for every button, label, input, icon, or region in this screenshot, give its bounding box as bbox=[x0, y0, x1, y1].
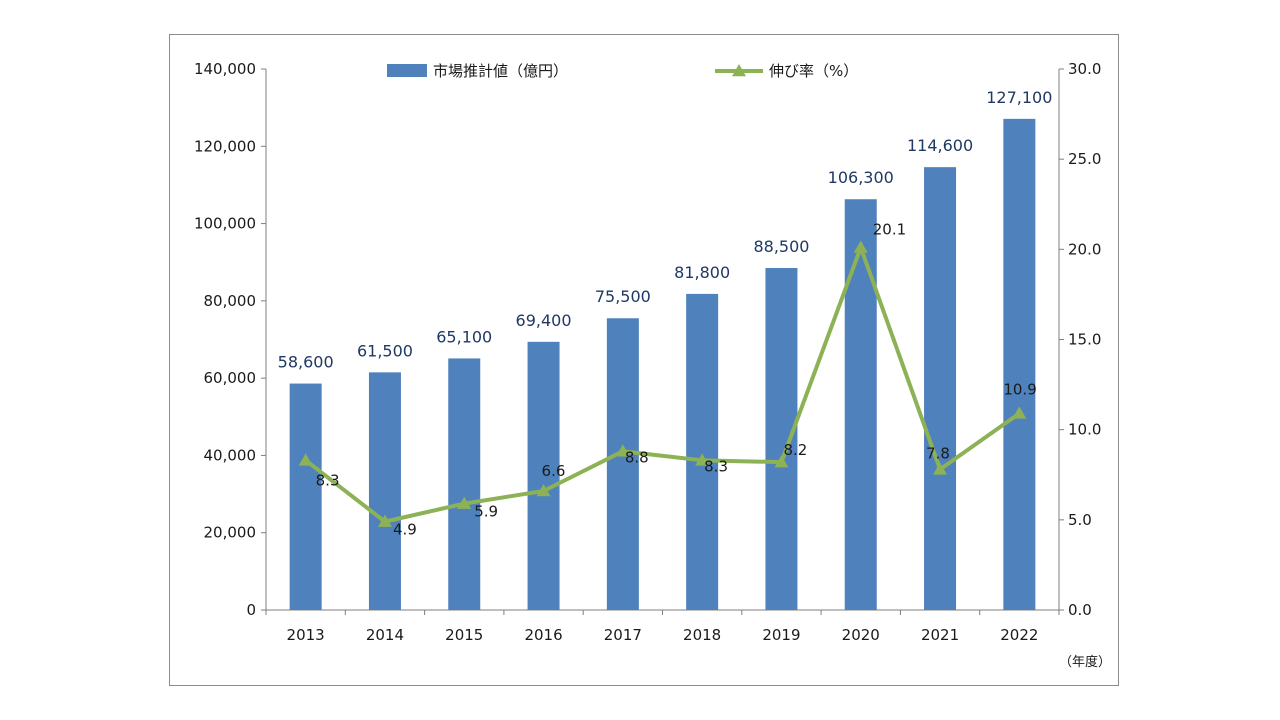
bar-2015 bbox=[448, 358, 481, 610]
y-left-tick-label: 140,000 bbox=[194, 60, 256, 78]
legend: 市場推計値（億円） 伸び率（%） bbox=[387, 62, 858, 80]
bar-value-label: 127,100 bbox=[986, 88, 1052, 107]
bar-value-label: 114,600 bbox=[907, 136, 973, 155]
growth-value-label: 8.3 bbox=[316, 471, 340, 489]
combo-chart: 0 20,000 40,000 60,000 80,000 100,000 120,000 1… bbox=[194, 60, 1111, 670]
growth-value-label: 4.9 bbox=[393, 521, 417, 539]
bars-layer bbox=[289, 118, 1036, 610]
bar-2017 bbox=[606, 318, 639, 610]
x-tick-label: 2022 bbox=[1000, 626, 1038, 644]
growth-rate-line bbox=[304, 245, 1021, 524]
growth-value-label: 7.8 bbox=[926, 444, 950, 462]
x-tick-label: 2017 bbox=[604, 626, 642, 644]
growth-point-2018 bbox=[695, 453, 710, 466]
y-right-tick-label: 25.0 bbox=[1068, 150, 1101, 168]
x-unit-label: （年度） bbox=[1059, 654, 1111, 670]
growth-value-label: 8.2 bbox=[783, 441, 807, 459]
legend-triangle-icon bbox=[732, 64, 746, 77]
legend-line-label: 伸び率（%） bbox=[769, 62, 858, 80]
legend-bar-label: 市場推計値（億円） bbox=[433, 62, 568, 80]
y-right-tick-label: 0.0 bbox=[1068, 601, 1092, 619]
y-left-tick-label: 40,000 bbox=[204, 446, 257, 464]
bar-value-label: 61,500 bbox=[357, 341, 413, 360]
growth-point-2021 bbox=[933, 462, 948, 475]
x-tick-label: 2018 bbox=[683, 626, 721, 644]
legend-bar-swatch bbox=[387, 64, 427, 77]
y-right-tick-label: 15.0 bbox=[1068, 331, 1101, 349]
y-right-tick-label: 30.0 bbox=[1068, 60, 1101, 78]
bar-value-label: 88,500 bbox=[753, 237, 809, 256]
x-tick-label: 2016 bbox=[524, 626, 562, 644]
y-right-tick-label: 20.0 bbox=[1068, 240, 1101, 258]
growth-value-label: 8.8 bbox=[625, 448, 649, 466]
growth-point-2013 bbox=[298, 453, 313, 466]
bar-2021 bbox=[924, 167, 957, 610]
x-tick-label: 2020 bbox=[842, 626, 880, 644]
y-left-tick-label: 60,000 bbox=[204, 369, 257, 387]
x-tick-label: 2014 bbox=[366, 626, 404, 644]
growth-point-2017 bbox=[615, 444, 630, 457]
bar-value-label: 69,400 bbox=[516, 311, 572, 330]
y-left-tick-label: 80,000 bbox=[204, 292, 257, 310]
growth-value-label: 10.9 bbox=[1003, 380, 1036, 398]
y-left-tick-label: 100,000 bbox=[194, 215, 256, 233]
growth-point-2019 bbox=[774, 455, 789, 468]
growth-point-2016 bbox=[536, 483, 551, 497]
bar-2013 bbox=[289, 383, 322, 610]
bar-value-label: 75,500 bbox=[595, 287, 651, 306]
bar-value-label: 81,800 bbox=[674, 263, 730, 282]
axes-layer: 0 20,000 40,000 60,000 80,000 100,000 120,000 1… bbox=[194, 60, 1111, 670]
growth-point-2015 bbox=[457, 496, 472, 509]
bar-2020 bbox=[844, 199, 877, 610]
growth-point-2022 bbox=[1012, 406, 1027, 419]
y-left-tick-label: 20,000 bbox=[204, 524, 257, 542]
growth-point-2020 bbox=[853, 240, 868, 253]
growth-value-label: 8.3 bbox=[704, 457, 728, 475]
x-tick-label: 2015 bbox=[445, 626, 483, 644]
growth-line-layer bbox=[298, 240, 1027, 527]
y-left-tick-label: 120,000 bbox=[194, 137, 256, 155]
growth-point-2014 bbox=[377, 514, 392, 527]
growth-value-label: 5.9 bbox=[474, 503, 498, 521]
x-tick-label: 2019 bbox=[762, 626, 800, 644]
y-right-tick-label: 10.0 bbox=[1068, 421, 1101, 439]
bar-2019 bbox=[765, 268, 798, 610]
growth-value-label: 6.6 bbox=[542, 462, 566, 480]
x-tick-label: 2021 bbox=[921, 626, 959, 644]
chart-frame: 0 20,000 40,000 60,000 80,000 100,000 120,000 1… bbox=[169, 34, 1119, 686]
data-labels-layer: 58,600 61,500 65,100 69,400 75,500 81,800 88,5… bbox=[278, 88, 1053, 539]
bar-2022 bbox=[1003, 118, 1036, 610]
y-left-tick-label: 0 bbox=[246, 601, 256, 619]
bar-value-label: 106,300 bbox=[828, 168, 894, 187]
growth-value-label: 20.1 bbox=[873, 221, 906, 239]
x-tick-label: 2013 bbox=[287, 626, 325, 644]
y-right-tick-label: 5.0 bbox=[1068, 511, 1092, 529]
bar-2018 bbox=[686, 293, 719, 610]
bar-value-label: 58,600 bbox=[278, 353, 334, 372]
bar-value-label: 65,100 bbox=[436, 327, 492, 346]
bar-2016 bbox=[527, 341, 560, 610]
bar-2014 bbox=[368, 372, 401, 610]
